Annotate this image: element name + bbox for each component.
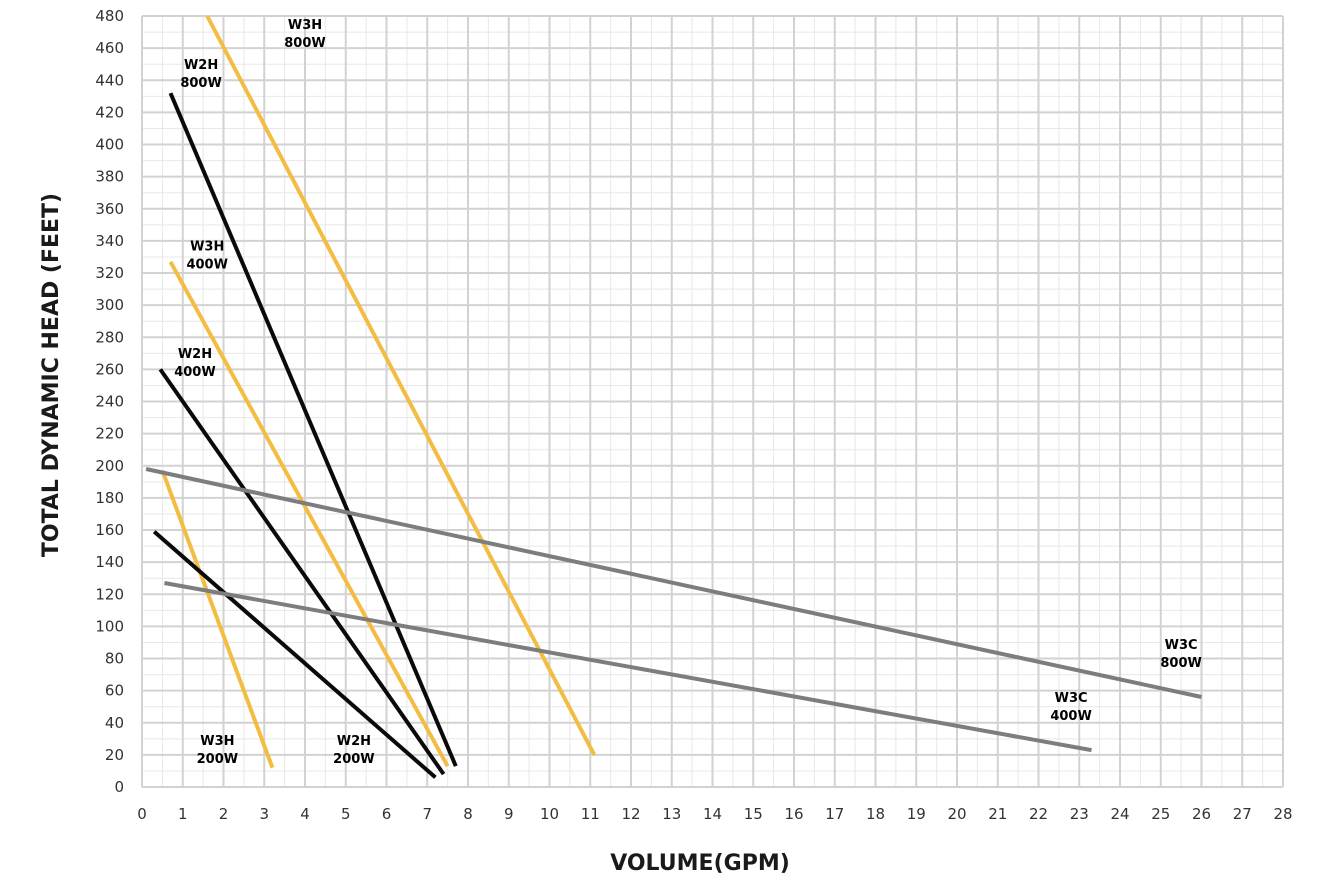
y-tick-label: 320 <box>95 264 124 282</box>
y-tick-label: 220 <box>95 425 124 443</box>
x-tick-label: 3 <box>259 805 269 823</box>
curve-labels: W3H 800W W2H 800W W3H 400W W2H 400W W3H 200W W2H 20… <box>174 18 1202 767</box>
y-tick-label: 480 <box>95 7 124 25</box>
series-line-2 <box>168 92 458 767</box>
curve-label: W2H 400W <box>174 347 215 380</box>
x-tick-label: 7 <box>422 805 432 823</box>
x-tick-label: 28 <box>1273 805 1292 823</box>
y-axis-title: TOTAL DYNAMIC HEAD (FEET) <box>39 193 64 557</box>
x-tick-label: 18 <box>866 805 885 823</box>
x-tick-label: 12 <box>621 805 640 823</box>
x-tick-label: 21 <box>988 805 1007 823</box>
x-tick-label: 25 <box>1151 805 1170 823</box>
y-tick-label: 40 <box>105 714 124 732</box>
y-tick-label: 60 <box>105 682 124 700</box>
x-tick-label: 20 <box>947 805 966 823</box>
x-tick-label: 13 <box>662 805 681 823</box>
x-tick-label: 24 <box>1110 805 1129 823</box>
x-axis-ticks: 0 1 2 3 4 5 6 7 8 9 10 11 12 13 14 15 16 17 18 19 20 21 22 23 24… <box>137 805 1292 823</box>
x-tick-label: 23 <box>1070 805 1089 823</box>
curve-label: W3H 200W <box>197 734 238 767</box>
y-tick-label: 440 <box>95 71 124 89</box>
x-tick-label: 16 <box>784 805 803 823</box>
y-tick-label: 80 <box>105 650 124 668</box>
series-line-7 <box>145 467 1202 699</box>
curve-label: W3C 400W <box>1050 691 1091 724</box>
series-line-4 <box>158 368 446 776</box>
series-line-8 <box>164 581 1092 753</box>
x-tick-label: 15 <box>744 805 763 823</box>
x-tick-label: 17 <box>825 805 844 823</box>
x-tick-label: 9 <box>504 805 514 823</box>
y-tick-label: 260 <box>95 360 124 378</box>
y-axis-ticks: 0 20 40 60 80 100 120 140 160 180 200 220 240 260 280 3… <box>95 7 124 796</box>
x-tick-label: 0 <box>137 805 147 823</box>
x-tick-label: 1 <box>178 805 188 823</box>
grid-major <box>141 15 1284 788</box>
x-tick-label: 2 <box>219 805 229 823</box>
y-tick-label: 120 <box>95 585 124 603</box>
y-tick-label: 380 <box>95 168 124 186</box>
x-tick-label: 10 <box>540 805 559 823</box>
curve-label: W2H 800W <box>180 58 221 91</box>
x-tick-label: 22 <box>1029 805 1048 823</box>
y-tick-label: 280 <box>95 328 124 346</box>
x-tick-label: 4 <box>300 805 310 823</box>
y-tick-label: 400 <box>95 136 124 154</box>
x-tick-label: 19 <box>907 805 926 823</box>
curve-label: W2H 200W <box>333 734 374 767</box>
x-tick-label: 27 <box>1233 805 1252 823</box>
y-tick-label: 240 <box>95 393 124 411</box>
curve-label: W3C 800W <box>1160 638 1201 671</box>
y-tick-label: 460 <box>95 39 124 57</box>
x-axis-title: VOLUME(GPM) <box>610 851 790 876</box>
x-tick-label: 11 <box>581 805 600 823</box>
y-tick-label: 140 <box>95 553 124 571</box>
y-tick-label: 0 <box>114 778 124 796</box>
series-line-6 <box>152 530 437 779</box>
y-tick-label: 420 <box>95 103 124 121</box>
series-line-1 <box>205 15 597 756</box>
x-tick-label: 14 <box>703 805 722 823</box>
y-tick-label: 340 <box>95 232 124 250</box>
series-lines <box>145 15 1202 779</box>
y-tick-label: 20 <box>105 746 124 764</box>
x-tick-label: 6 <box>382 805 392 823</box>
y-tick-label: 300 <box>95 296 124 314</box>
x-tick-label: 5 <box>341 805 351 823</box>
y-tick-label: 100 <box>95 617 124 635</box>
y-tick-label: 360 <box>95 200 124 218</box>
x-tick-label: 26 <box>1192 805 1211 823</box>
curve-label: W3H 400W <box>186 240 227 273</box>
x-tick-label: 8 <box>463 805 473 823</box>
curve-label: W3H 800W <box>284 18 325 51</box>
y-tick-label: 180 <box>95 489 124 507</box>
y-tick-label: 160 <box>95 521 124 539</box>
series-line-3 <box>168 260 450 768</box>
y-tick-label: 200 <box>95 457 124 475</box>
series-line-5 <box>160 469 275 769</box>
